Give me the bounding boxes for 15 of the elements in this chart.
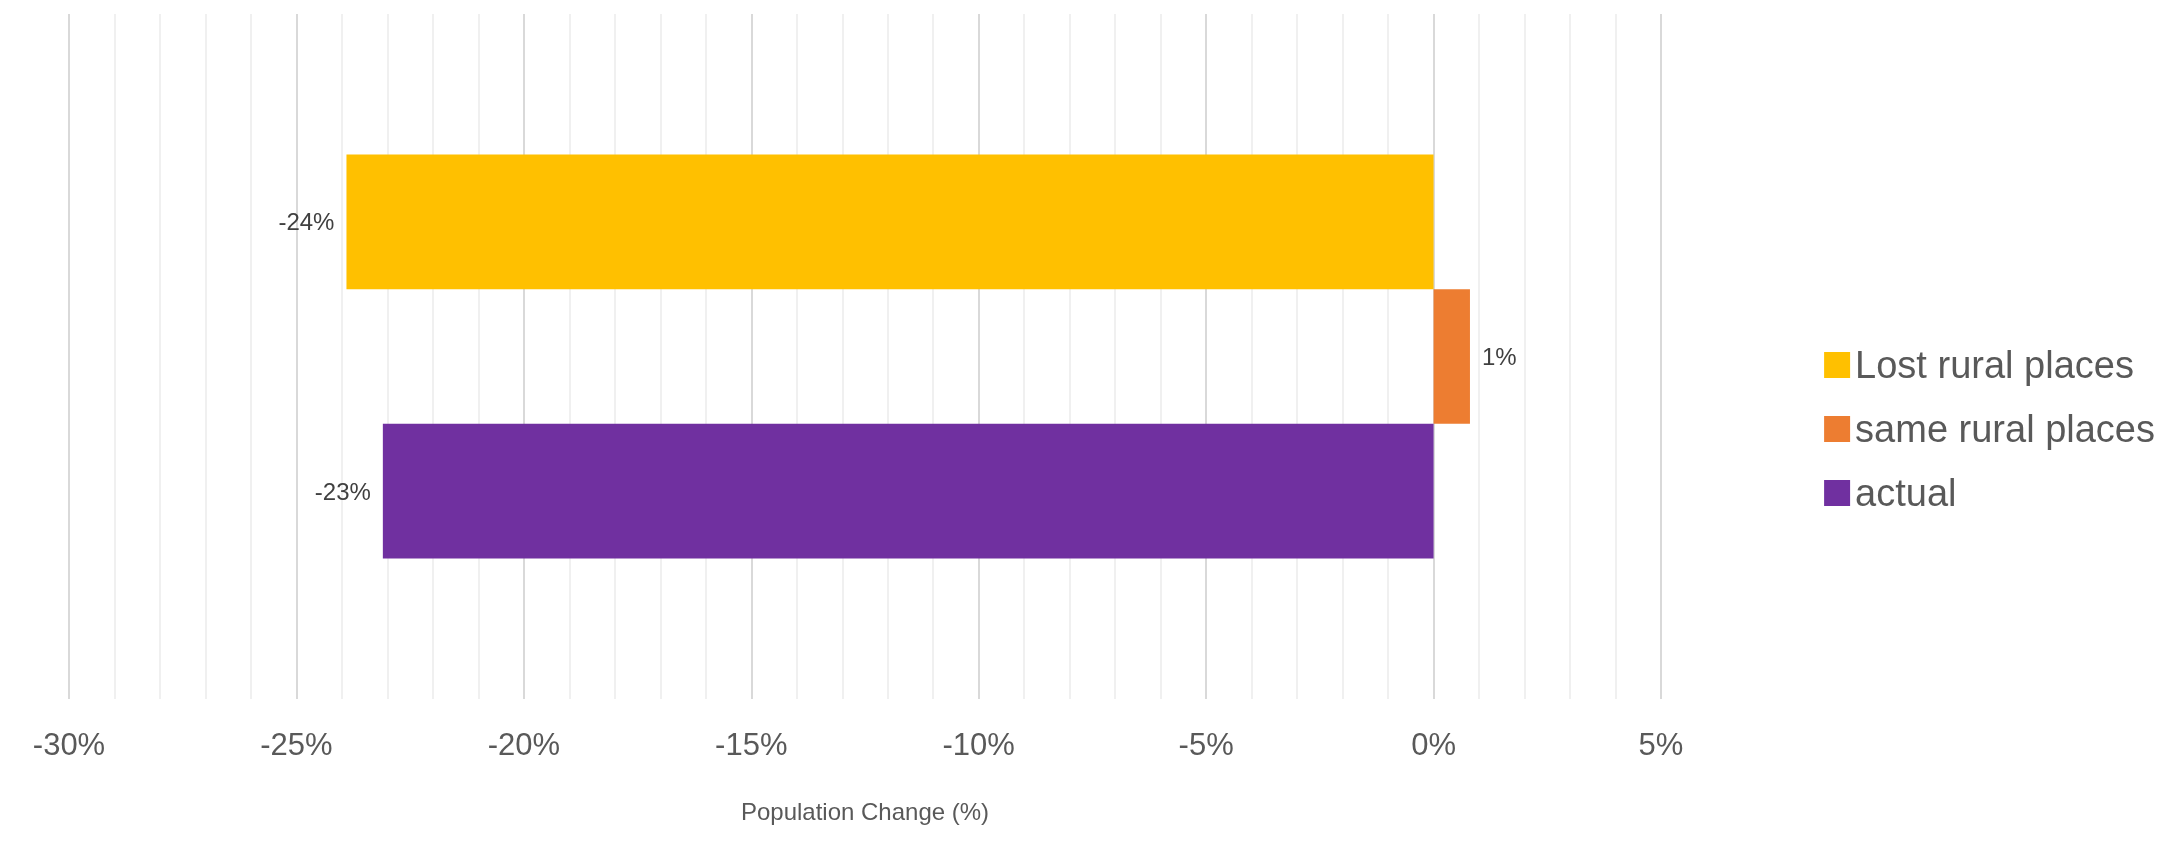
data-label: -24% — [278, 208, 335, 236]
x-tick-label: -30% — [32, 727, 106, 762]
legend-label: same rural places — [1855, 408, 2156, 450]
x-tick-label: -25% — [260, 727, 333, 762]
data-label: -23% — [314, 477, 371, 505]
data-label: 1% — [1481, 343, 1517, 370]
legend-label: actual — [1855, 472, 1957, 514]
x-tick-label: -5% — [1178, 727, 1234, 762]
x-axis-title: Population Change (%) — [740, 797, 990, 825]
x-tick-label: 5% — [1638, 727, 1684, 762]
legend-label: Lost rural places — [1855, 344, 2134, 386]
x-tick-label: 0% — [1411, 727, 1456, 762]
x-tick-label: -10% — [942, 727, 1015, 762]
x-tick-label: -20% — [487, 727, 561, 762]
x-tick-label: -15% — [715, 727, 788, 762]
